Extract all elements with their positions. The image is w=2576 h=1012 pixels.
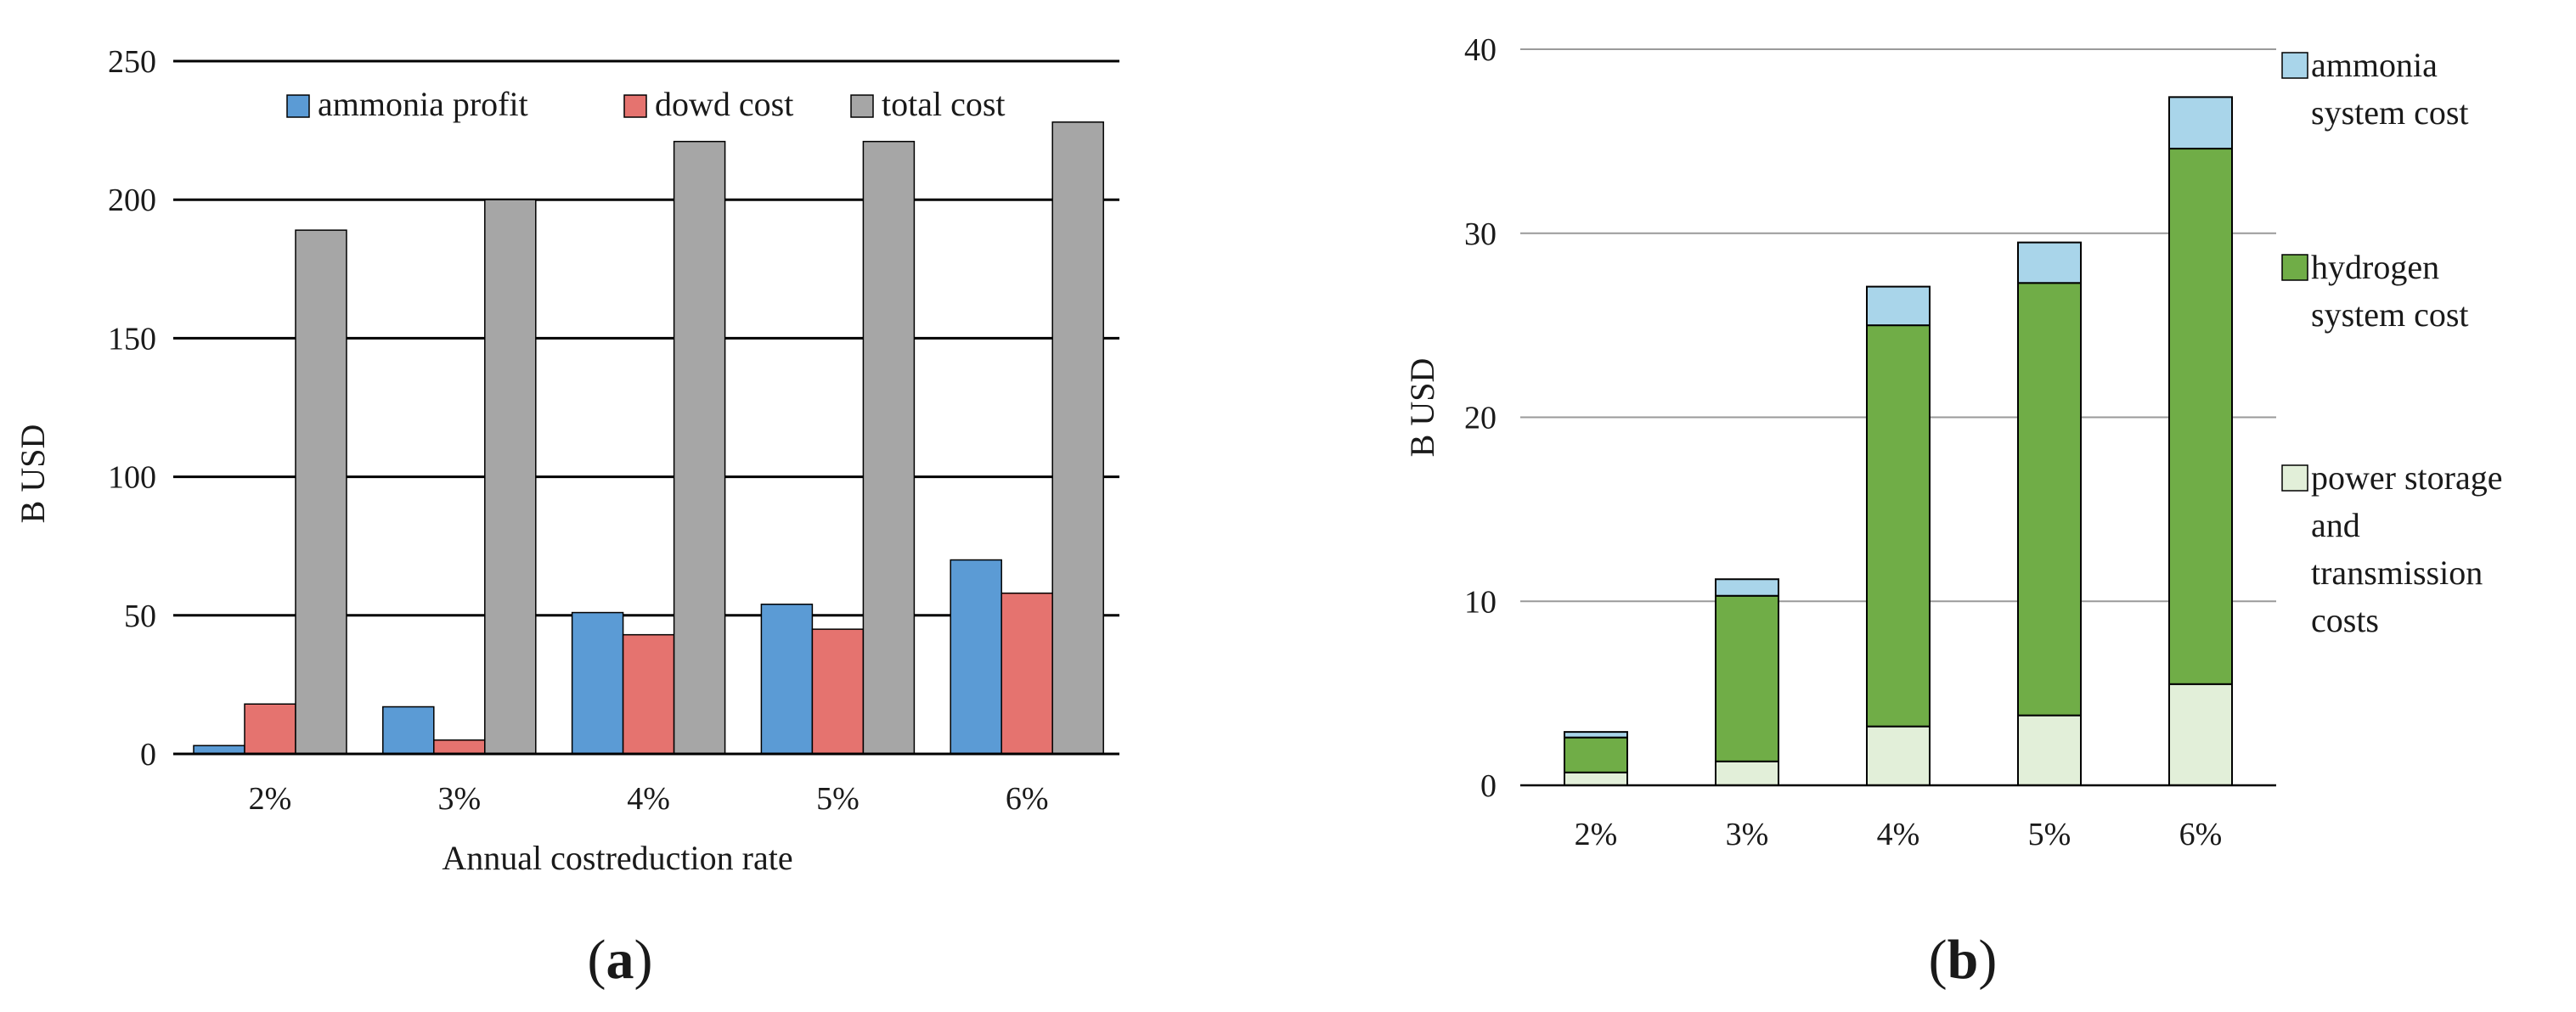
chart-b-segment-hydrogen-3pct: [1715, 594, 1779, 762]
chart-a-ytick-label: 100: [108, 460, 156, 496]
chart-a-bar-dowd-cost-5pct: [811, 628, 865, 755]
chart-a-panel-letter: a: [606, 929, 634, 991]
chart-a-bar-total-cost-6pct: [1051, 121, 1104, 755]
chart-a-legend-swatch: [850, 94, 874, 118]
chart-b-segment-hydrogen-6pct: [2168, 148, 2233, 685]
chart-a-bar-total-cost-3pct: [484, 199, 537, 755]
chart-a-bar-ammonia-profit-3pct: [382, 706, 435, 755]
chart-a-xtick-label: 6%: [1006, 781, 1049, 817]
chart-b-segment-hydrogen-4pct: [1866, 324, 1931, 728]
chart-b-segment-ammonia-4pct: [1866, 285, 1931, 327]
chart-b-xtick-label: 2%: [1575, 817, 1618, 852]
chart-b-xtick-label: 6%: [2179, 817, 2223, 852]
chart-a-bar-total-cost-2pct: [295, 229, 347, 755]
chart-a-legend-swatch: [286, 94, 310, 118]
chart-b-xtick-label: 3%: [1726, 817, 1769, 852]
chart-a-bar-dowd-cost-4pct: [622, 633, 675, 755]
chart-b-ylabel: B USD: [1403, 358, 1441, 458]
chart-b-xtick-label: 5%: [2028, 817, 2072, 852]
chart-b-segment-hydrogen-5pct: [2017, 282, 2082, 717]
chart-b-segment-hydrogen-2pct: [1564, 736, 1628, 773]
chart-b-legend-swatch: [2281, 52, 2308, 79]
chart-a-legend-label: ammonia profit: [318, 85, 528, 123]
chart-a-ylabel: B USD: [14, 424, 52, 524]
chart-a-xtick-label: 5%: [816, 781, 860, 817]
chart-b-legend-label: ammonia system cost: [2311, 46, 2469, 132]
chart-a-ytick-label: 50: [124, 599, 156, 634]
chart-a-legend-label: total cost: [882, 85, 1006, 123]
chart-b-ytick-label: 10: [1464, 584, 1497, 620]
chart-b-ytick-label: 20: [1464, 401, 1497, 436]
chart-a-bar-ammonia-profit-5pct: [760, 603, 814, 755]
chart-b-segment-power-4pct: [1866, 725, 1931, 787]
chart-a-bar-ammonia-profit-4pct: [571, 611, 624, 755]
chart-a-ytick-label: 150: [108, 321, 156, 357]
chart-b-ytick-label: 30: [1464, 216, 1497, 252]
chart-b-segment-ammonia-6pct: [2168, 96, 2233, 150]
chart-b-panel-label: (b): [1929, 929, 1998, 991]
chart-a-bar-total-cost-4pct: [673, 140, 726, 755]
chart-a-xtick-label: 3%: [437, 781, 481, 817]
chart-a-xtick-label: 2%: [249, 781, 292, 817]
chart-b-panel-letter: b: [1948, 929, 1979, 991]
chart-b-legend-label: power storage and transmission costs: [2311, 458, 2502, 639]
chart-b: B USD (b) 0 10 20 30 40 2% 3% 4% 5% 6% ammonia syst…: [1403, 32, 2502, 991]
chart-a: B USD Annual costreduction rate (a) 0 50 1…: [14, 44, 1119, 991]
chart-b-segment-ammonia-5pct: [2017, 241, 2082, 284]
chart-a-ytick-label: 250: [108, 44, 156, 80]
chart-b-legend-swatch: [2281, 464, 2308, 492]
chart-a-xtick-label: 4%: [627, 781, 670, 817]
chart-a-bar-dowd-cost-6pct: [1001, 592, 1053, 755]
chart-a-legend-swatch: [623, 94, 647, 118]
chart-b-legend-label: hydrogen system cost: [2311, 248, 2469, 334]
chart-a-bar-dowd-cost-2pct: [244, 703, 296, 755]
chart-b-ytick-label: 40: [1464, 32, 1497, 68]
chart-a-ytick-label: 0: [140, 737, 156, 773]
chart-a-bar-total-cost-5pct: [862, 140, 916, 755]
chart-a-bar-ammonia-profit-6pct: [950, 559, 1002, 755]
chart-a-legend-label: dowd cost: [655, 85, 793, 123]
chart-b-segment-ammonia-3pct: [1715, 578, 1779, 597]
chart-b-segment-power-3pct: [1715, 760, 1779, 787]
chart-b-segment-power-2pct: [1564, 771, 1628, 787]
chart-b-legend-swatch: [2281, 254, 2308, 281]
chart-a-xlabel: Annual costreduction rate: [442, 839, 792, 877]
chart-a-ytick-label: 200: [108, 183, 156, 218]
chart-b-segment-power-5pct: [2017, 714, 2082, 787]
chart-b-segment-power-6pct: [2168, 683, 2233, 786]
chart-a-bar-dowd-cost-3pct: [433, 739, 486, 755]
chart-b-ytick-label: 0: [1480, 768, 1497, 804]
chart-b-xtick-label: 4%: [1877, 817, 1920, 852]
chart-b-segment-ammonia-2pct: [1564, 731, 1628, 739]
chart-a-panel-label: (a): [588, 929, 653, 991]
